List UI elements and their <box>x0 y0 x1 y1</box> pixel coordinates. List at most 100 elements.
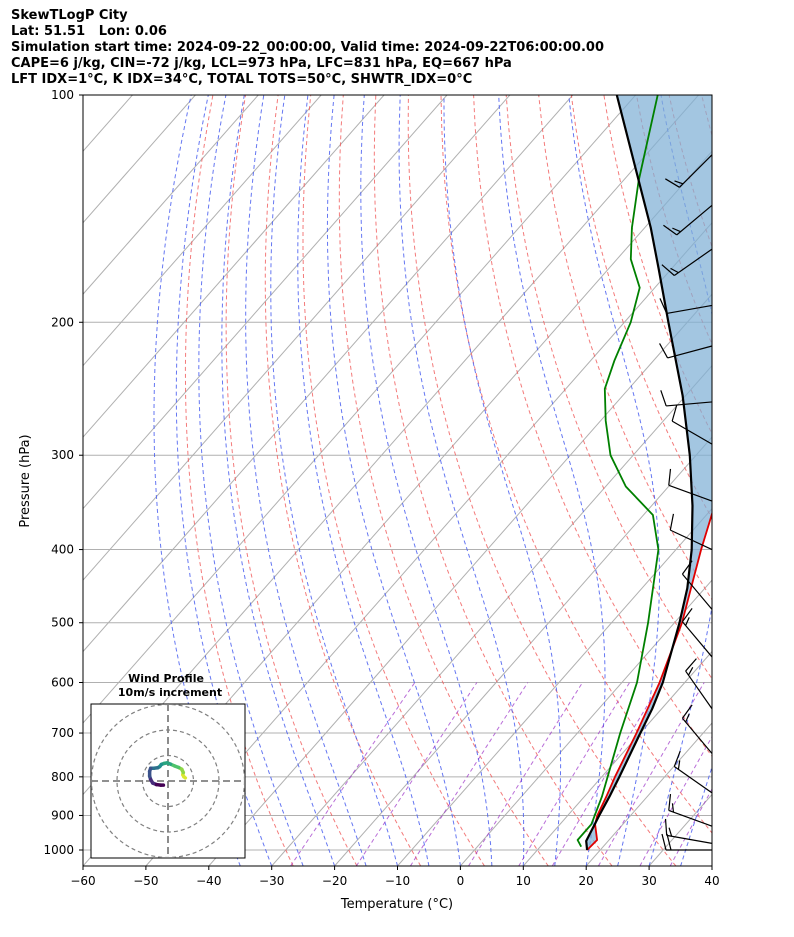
barb-shaft <box>671 420 713 445</box>
dry-adiabat-line <box>373 95 613 866</box>
dry-adiabat-line <box>734 95 794 866</box>
barb-feather <box>681 704 693 719</box>
inset-subtitle: 10m/s increment <box>118 686 222 699</box>
chart-header: SkewTLogP City Lat: 51.51 Lon: 0.06 Simu… <box>11 8 604 88</box>
dry-adiabat-line <box>767 95 794 866</box>
moist-adiabat-line <box>443 95 562 866</box>
barb-shaft <box>673 765 713 794</box>
barb-feather <box>664 818 668 836</box>
data-lines <box>576 95 712 851</box>
moist-adiabat-line <box>680 765 712 866</box>
y-tick-label: 300 <box>51 448 74 462</box>
y-tick-label: 400 <box>51 543 74 557</box>
barb-feather <box>685 617 690 626</box>
wind-barb <box>671 405 713 445</box>
mixing-ratio-line <box>468 682 583 866</box>
mixing-ratio-line <box>518 682 631 866</box>
wind-barb <box>659 343 713 359</box>
x-tick-label: −10 <box>385 874 410 888</box>
barb-shaft <box>668 809 713 827</box>
moist-adiabat-line <box>175 95 273 866</box>
moist-adiabat-line <box>360 95 493 866</box>
y-tick-label: 200 <box>51 315 74 329</box>
barb-feather <box>661 264 675 276</box>
barb-shaft <box>670 529 713 551</box>
moist-adiabat-line <box>326 95 461 866</box>
x-tick-label: −60 <box>70 874 95 888</box>
barb-feather <box>668 468 672 486</box>
wind-barb <box>661 833 712 851</box>
barb-feather <box>677 760 681 770</box>
barb-shaft <box>679 154 713 188</box>
barb-feather <box>673 750 681 767</box>
barb-feather <box>674 180 684 185</box>
barb-feather <box>672 227 681 233</box>
x-tick-label: 20 <box>579 874 594 888</box>
mixing-ratio-line <box>551 682 662 866</box>
background-lines <box>83 95 794 866</box>
mixing-ratio-line <box>409 682 529 866</box>
y-tick-label: 1000 <box>43 843 74 857</box>
isotherm-line <box>83 95 322 367</box>
moist-adiabat-line <box>648 95 712 866</box>
dry-adiabat-line <box>225 95 358 866</box>
isotherm-line <box>83 95 574 653</box>
isotherm-line <box>775 95 794 866</box>
barb-feather <box>681 560 693 575</box>
x-tick-label: −50 <box>133 874 158 888</box>
moist-adiabat-line <box>398 95 525 866</box>
hodograph <box>91 704 245 858</box>
moist-adiabat-line <box>498 95 606 866</box>
wind-barb <box>668 794 713 827</box>
dry-adiabat-line <box>570 95 712 520</box>
barb-feather <box>669 513 675 531</box>
y-tick-label: 600 <box>51 676 74 690</box>
y-tick-label: 100 <box>51 88 74 102</box>
wind-barb <box>668 468 713 502</box>
barb-feather <box>681 608 693 623</box>
wind-barbs <box>659 154 713 851</box>
x-axis-label: Temperature (°C) <box>340 897 453 912</box>
moist-adiabat-line <box>297 95 430 866</box>
dry-adiabat-line <box>538 95 712 601</box>
time-line: Simulation start time: 2024-09-22_00:00:… <box>11 40 604 55</box>
moist-adiabat-line <box>198 95 304 866</box>
y-tick-label: 800 <box>51 770 74 784</box>
barb-shaft <box>666 834 713 844</box>
dry-adiabat-line <box>184 95 294 866</box>
barb-shaft <box>681 717 713 754</box>
wind-barb <box>663 204 713 236</box>
axis-ticks: −60 −50 −40 −30 −20 −10 0 10 20 30 40 100 200 300 400 5… <box>43 88 719 888</box>
barb-shaft <box>685 670 713 710</box>
moist-adiabat-line <box>270 95 398 866</box>
y-tick-label: 900 <box>51 808 74 822</box>
barb-feather <box>663 224 678 236</box>
temperature-line <box>586 510 712 851</box>
wind-barb <box>664 818 713 844</box>
barb-feather <box>687 667 694 676</box>
barb-shaft <box>666 401 713 407</box>
isotherm-line <box>83 95 511 581</box>
x-tick-label: −20 <box>322 874 347 888</box>
wind-barb <box>661 248 713 276</box>
dewpoint-line <box>576 95 660 848</box>
isotherm-line <box>83 95 448 510</box>
location-line: Lat: 51.51 Lon: 0.06 <box>11 24 167 39</box>
x-tick-label: −40 <box>196 874 221 888</box>
mixing-ratio-line <box>597 682 705 866</box>
moist-adiabat-line <box>568 95 660 866</box>
x-tick-label: 30 <box>641 874 656 888</box>
dry-adiabat-line <box>302 95 485 866</box>
barb-feather <box>685 713 690 723</box>
isotherm-line <box>83 95 637 724</box>
dry-adiabat-line <box>701 95 712 138</box>
barb-shaft <box>681 621 713 658</box>
moist-adiabat-line <box>711 864 712 866</box>
x-tick-label: 40 <box>704 874 719 888</box>
isotherm-line <box>460 579 712 866</box>
wind-barb <box>681 704 713 754</box>
barb-shaft <box>666 304 713 315</box>
wind-barb <box>681 560 713 610</box>
mixing-ratio-line <box>355 682 478 866</box>
